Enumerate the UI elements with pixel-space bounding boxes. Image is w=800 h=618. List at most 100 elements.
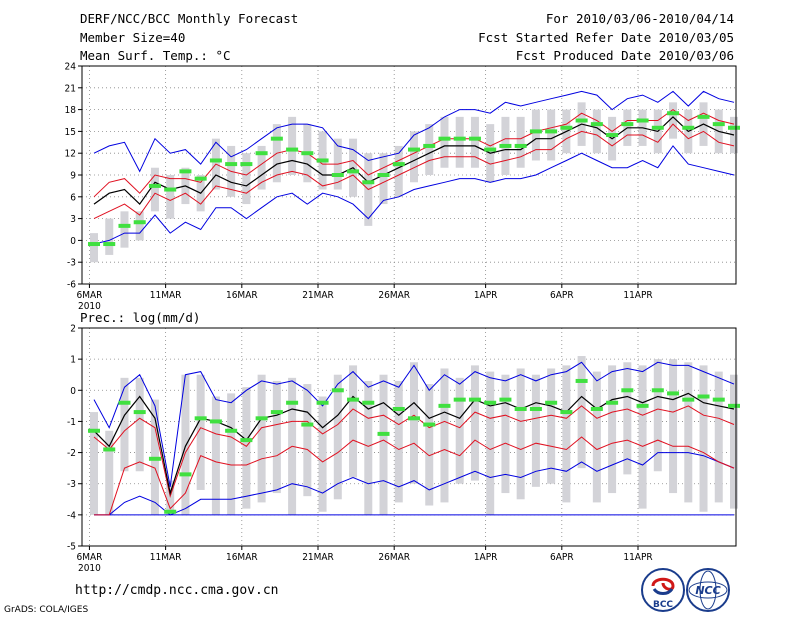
climatology-marker [682,397,695,402]
climatology-marker [514,406,527,411]
climatology-marker [408,416,420,421]
ensemble-range-bar [714,371,723,503]
climatology-marker [377,431,390,436]
climatology-marker [728,125,740,130]
precipitation-panel-title: Prec.: log(mm/d) [80,310,200,325]
climatology-marker [423,143,436,148]
ensemble-range-bar [623,362,632,475]
ensemble-range-bar [150,167,159,212]
ensemble-range-bar [577,356,586,469]
bcc-logo-text: BCC [653,600,673,610]
ensemble-max-line [93,361,735,487]
climatology-marker [667,111,680,116]
ensemble-range-bar [699,365,708,512]
ensemble-range-bar [333,374,342,500]
ensemble-range-bar [379,153,388,205]
x-tick-label: 6APR [550,552,574,563]
ensemble-range-bar [272,380,281,494]
ensemble-range-bar [242,387,251,509]
climatology-marker [438,403,451,408]
climatology-marker [423,422,436,427]
ensemble-range-bar [394,145,403,197]
y-tick-label: 9 [70,171,76,182]
climatology-marker [164,187,177,192]
sd-upper-line [93,108,735,198]
ncc-logo-text: NCC [695,584,720,597]
climatology-marker [468,136,481,141]
chart-title: DERF/NCC/BCC Monthly Forecast [80,11,299,26]
climatology-marker [514,143,527,148]
climatology-marker [484,147,497,152]
y-tick-label: 0 [70,386,76,397]
climatology-marker [331,388,344,393]
climatology-marker [636,403,649,408]
climatology-marker [606,133,619,138]
climatology-marker [286,400,299,405]
x-tick-label: 21MAR [302,290,334,301]
climatology-marker [590,122,603,127]
climatology-marker [575,118,588,123]
ensemble-range-bar [410,362,418,484]
climatology-marker [712,122,725,127]
bcc-logo: BCC [640,567,686,613]
climatology-marker [697,114,710,119]
climatology-marker [225,162,238,167]
ensemble-range-bar [288,116,297,175]
climatology-marker [316,400,329,405]
ensemble-range-bar [211,396,220,515]
climatology-marker [697,394,710,399]
forecast-start-date: Fcst Started Refer Date 2010/03/05 [478,30,734,45]
climatology-marker [621,388,634,393]
ensemble-range-bar [455,116,464,168]
climatology-marker [194,416,207,421]
ensemble-range-bar [105,430,114,515]
climatology-marker [575,378,588,383]
climatology-marker [408,147,420,152]
ensemble-range-bar [105,218,114,255]
climatology-marker [179,472,192,477]
ensemble-range-bar [547,109,556,161]
y-tick-label: -6 [67,280,76,291]
ensemble-range-bar [242,153,251,205]
x-tick-label: 11MAR [150,290,182,301]
ensemble-range-bar [531,374,540,487]
ensemble-range-bar [669,102,678,139]
ensemble-range-bar [562,365,571,503]
y-tick-label: 6 [70,192,76,203]
climatology-marker [148,456,161,461]
climatology-marker [179,169,192,174]
ensemble-range-bar [196,374,205,490]
ensemble-range-bar [120,211,129,248]
climatology-marker [712,397,725,402]
climatology-marker [392,162,405,167]
climatology-marker [362,180,375,185]
climatology-marker [133,220,146,225]
plot-frame [81,65,737,285]
ensemble-range-bar [440,116,449,168]
x-tick-label: 26MAR [378,552,410,563]
x-tick-label: 6MAR [76,290,102,301]
x-tick-sublabel: 2010 [78,301,101,312]
climatology-marker [240,438,253,443]
ensemble-range-bar [516,368,525,500]
temperature-panel-title: Mean Surf. Temp.: °C [80,48,231,63]
ensemble-range-bar [318,396,327,512]
ensemble-range-bar [638,365,647,509]
sd-lower-line [93,123,735,220]
climatology-marker [545,129,558,134]
source-url[interactable]: http://cmdp.ncc.cma.gov.cn [75,583,279,598]
ensemble-range-bar [90,233,98,263]
climatology-marker [392,406,405,411]
ensemble-range-bar [135,211,144,241]
climatology-marker [362,400,375,405]
y-tick-label: -5 [67,542,76,553]
ensemble-mean-line [93,116,735,206]
climatology-marker [377,173,390,177]
y-tick-label: -1 [67,417,76,428]
y-tick-label: 15 [65,127,76,138]
climatology-marker [529,129,542,134]
ensemble-range-bar [516,116,525,168]
ensemble-range-bar [470,365,479,481]
